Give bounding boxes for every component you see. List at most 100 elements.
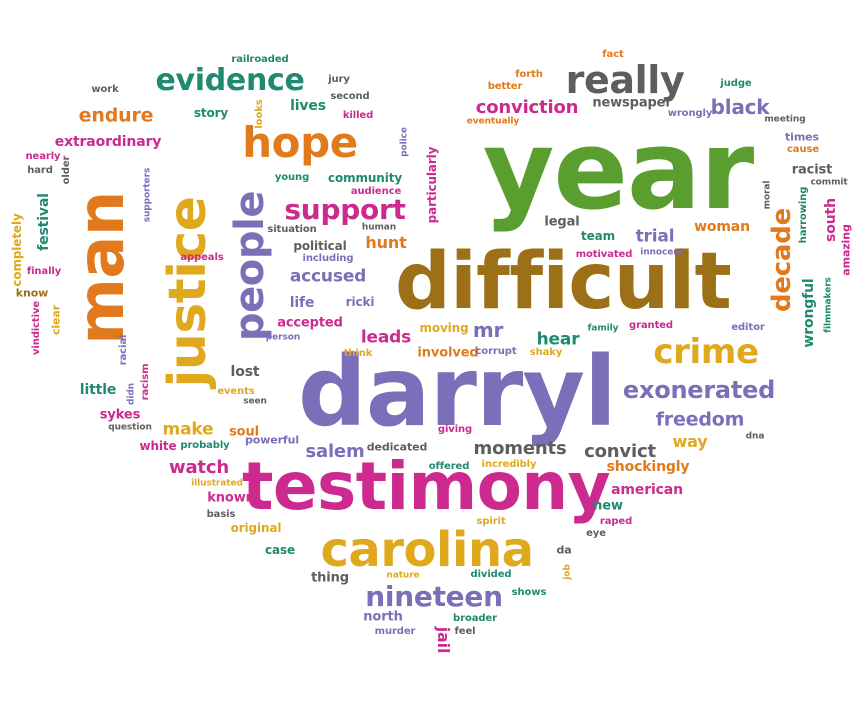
cloud-word-team: team [581,229,615,243]
cloud-word-da: da [556,543,572,557]
cloud-word-spirit: spirit [476,516,506,527]
cloud-word-soul: soul [229,424,259,440]
cloud-word-leads: leads [360,327,412,348]
cloud-word-fact: fact [602,49,624,60]
cloud-word-wrongful: wrongful [801,278,817,348]
cloud-word-police: police [399,127,410,157]
cloud-word-forth: forth [515,69,543,80]
cloud-word-offered: offered [428,461,470,472]
cloud-word-think: think [343,348,373,359]
cloud-word-way: way [672,432,708,451]
cloud-word-darryl: darryl [298,336,617,448]
cloud-word-racist: racist [791,162,833,178]
cloud-word-life: life [289,295,315,311]
cloud-word-job: job [562,564,573,580]
cloud-word-cause: cause [786,144,820,155]
cloud-word-carolina: carolina [320,522,534,578]
cloud-word-really: really [565,58,685,102]
cloud-word-broader: broader [453,613,497,624]
cloud-word-festival: festival [36,193,52,251]
cloud-word-south: south [823,198,839,242]
cloud-word-granted: granted [629,320,673,331]
cloud-word-times: times [785,130,819,144]
cloud-word-appeals: appeals [180,252,224,263]
cloud-word-accused: accused [289,266,367,287]
cloud-word-north: north [363,609,403,625]
cloud-word-amazing: amazing [839,224,853,276]
cloud-word-editor: editor [731,322,765,333]
cloud-word-support: support [284,193,406,226]
cloud-word-moving: moving [419,321,469,335]
cloud-word-commit: commit [810,177,848,188]
cloud-word-wrongly: wrongly [667,108,713,119]
cloud-word-motivated: motivated [575,249,633,260]
cloud-word-jury: jury [328,74,350,85]
cloud-word-moral: moral [762,180,773,210]
cloud-word-trial: trial [635,226,675,247]
cloud-word-political: political [293,239,347,253]
cloud-word-lives: lives [290,98,326,114]
cloud-word-freedom: freedom [655,408,745,431]
cloud-word-hear: hear [536,329,580,350]
cloud-word-divided: divided [470,569,512,580]
cloud-word-little: little [79,382,117,398]
cloud-word-nature: nature [386,570,420,581]
cloud-word-accepted: accepted [277,315,343,331]
cloud-word-difficult: difficult [395,237,732,327]
cloud-word-racism: racism [140,363,151,401]
cloud-word-situation: situation [267,224,317,235]
cloud-word-illustrated: illustrated [191,478,243,489]
cloud-word-involved: involved [417,345,479,361]
cloud-word-hunt: hunt [365,233,407,252]
cloud-word-innocent: innocent [640,247,684,258]
cloud-word-moments: moments [473,438,567,459]
cloud-word-filmmakers: filmmakers [823,277,834,333]
cloud-word-raped: raped [599,516,633,527]
cloud-word-original: original [230,521,282,535]
cloud-word-clear: clear [49,304,63,336]
cloud-word-dedicated: dedicated [366,440,428,454]
cloud-word-better: better [487,81,523,92]
cloud-word-murder: murder [374,626,416,637]
cloud-word-feel: feel [454,626,476,637]
cloud-word-make: make [162,419,214,440]
cloud-word-shows: shows [511,587,547,598]
cloud-word-community: community [327,171,403,185]
cloud-word-didn: didn [126,382,137,406]
cloud-word-ricki: ricki [345,295,375,309]
cloud-word-older: older [61,155,72,185]
cloud-word-watch: watch [169,457,229,478]
cloud-word-powerful: powerful [245,433,299,447]
cloud-word-racial: racial [118,334,129,366]
cloud-word-convict: convict [584,441,656,462]
cloud-word-judge: judge [720,78,752,89]
cloud-word-family: family [587,323,619,334]
cloud-word-corrupt: corrupt [475,346,517,357]
cloud-word-thing: thing [311,570,349,586]
cloud-word-justice: justice [158,196,218,388]
cloud-word-work: work [91,84,119,95]
cloud-word-young: young [274,172,310,183]
cloud-word-exonerated: exonerated [622,376,776,404]
cloud-word-newspaper: newspaper [592,95,672,111]
cloud-word-shockingly: shockingly [606,459,690,475]
cloud-word-know: know [15,286,49,300]
cloud-word-new: new [593,498,623,514]
cloud-word-black: black [710,95,770,119]
cloud-word-railroaded: railroaded [231,54,289,65]
cloud-word-eventually: eventually [466,116,520,127]
cloud-word-conviction: conviction [475,97,579,118]
cloud-word-second: second [330,91,370,102]
cloud-word-eye: eye [586,528,606,539]
cloud-word-story: story [193,106,229,120]
cloud-word-sykes: sykes [99,407,141,423]
cloud-word-people: people [227,190,273,342]
cloud-word-basis: basis [206,509,236,520]
cloud-word-hope: hope [242,118,358,167]
cloud-word-person: person [265,332,301,343]
cloud-word-audience: audience [350,186,402,197]
cloud-word-extraordinary: extraordinary [54,134,162,150]
cloud-word-evidence: evidence [155,63,305,98]
cloud-word-decade: decade [767,208,797,312]
